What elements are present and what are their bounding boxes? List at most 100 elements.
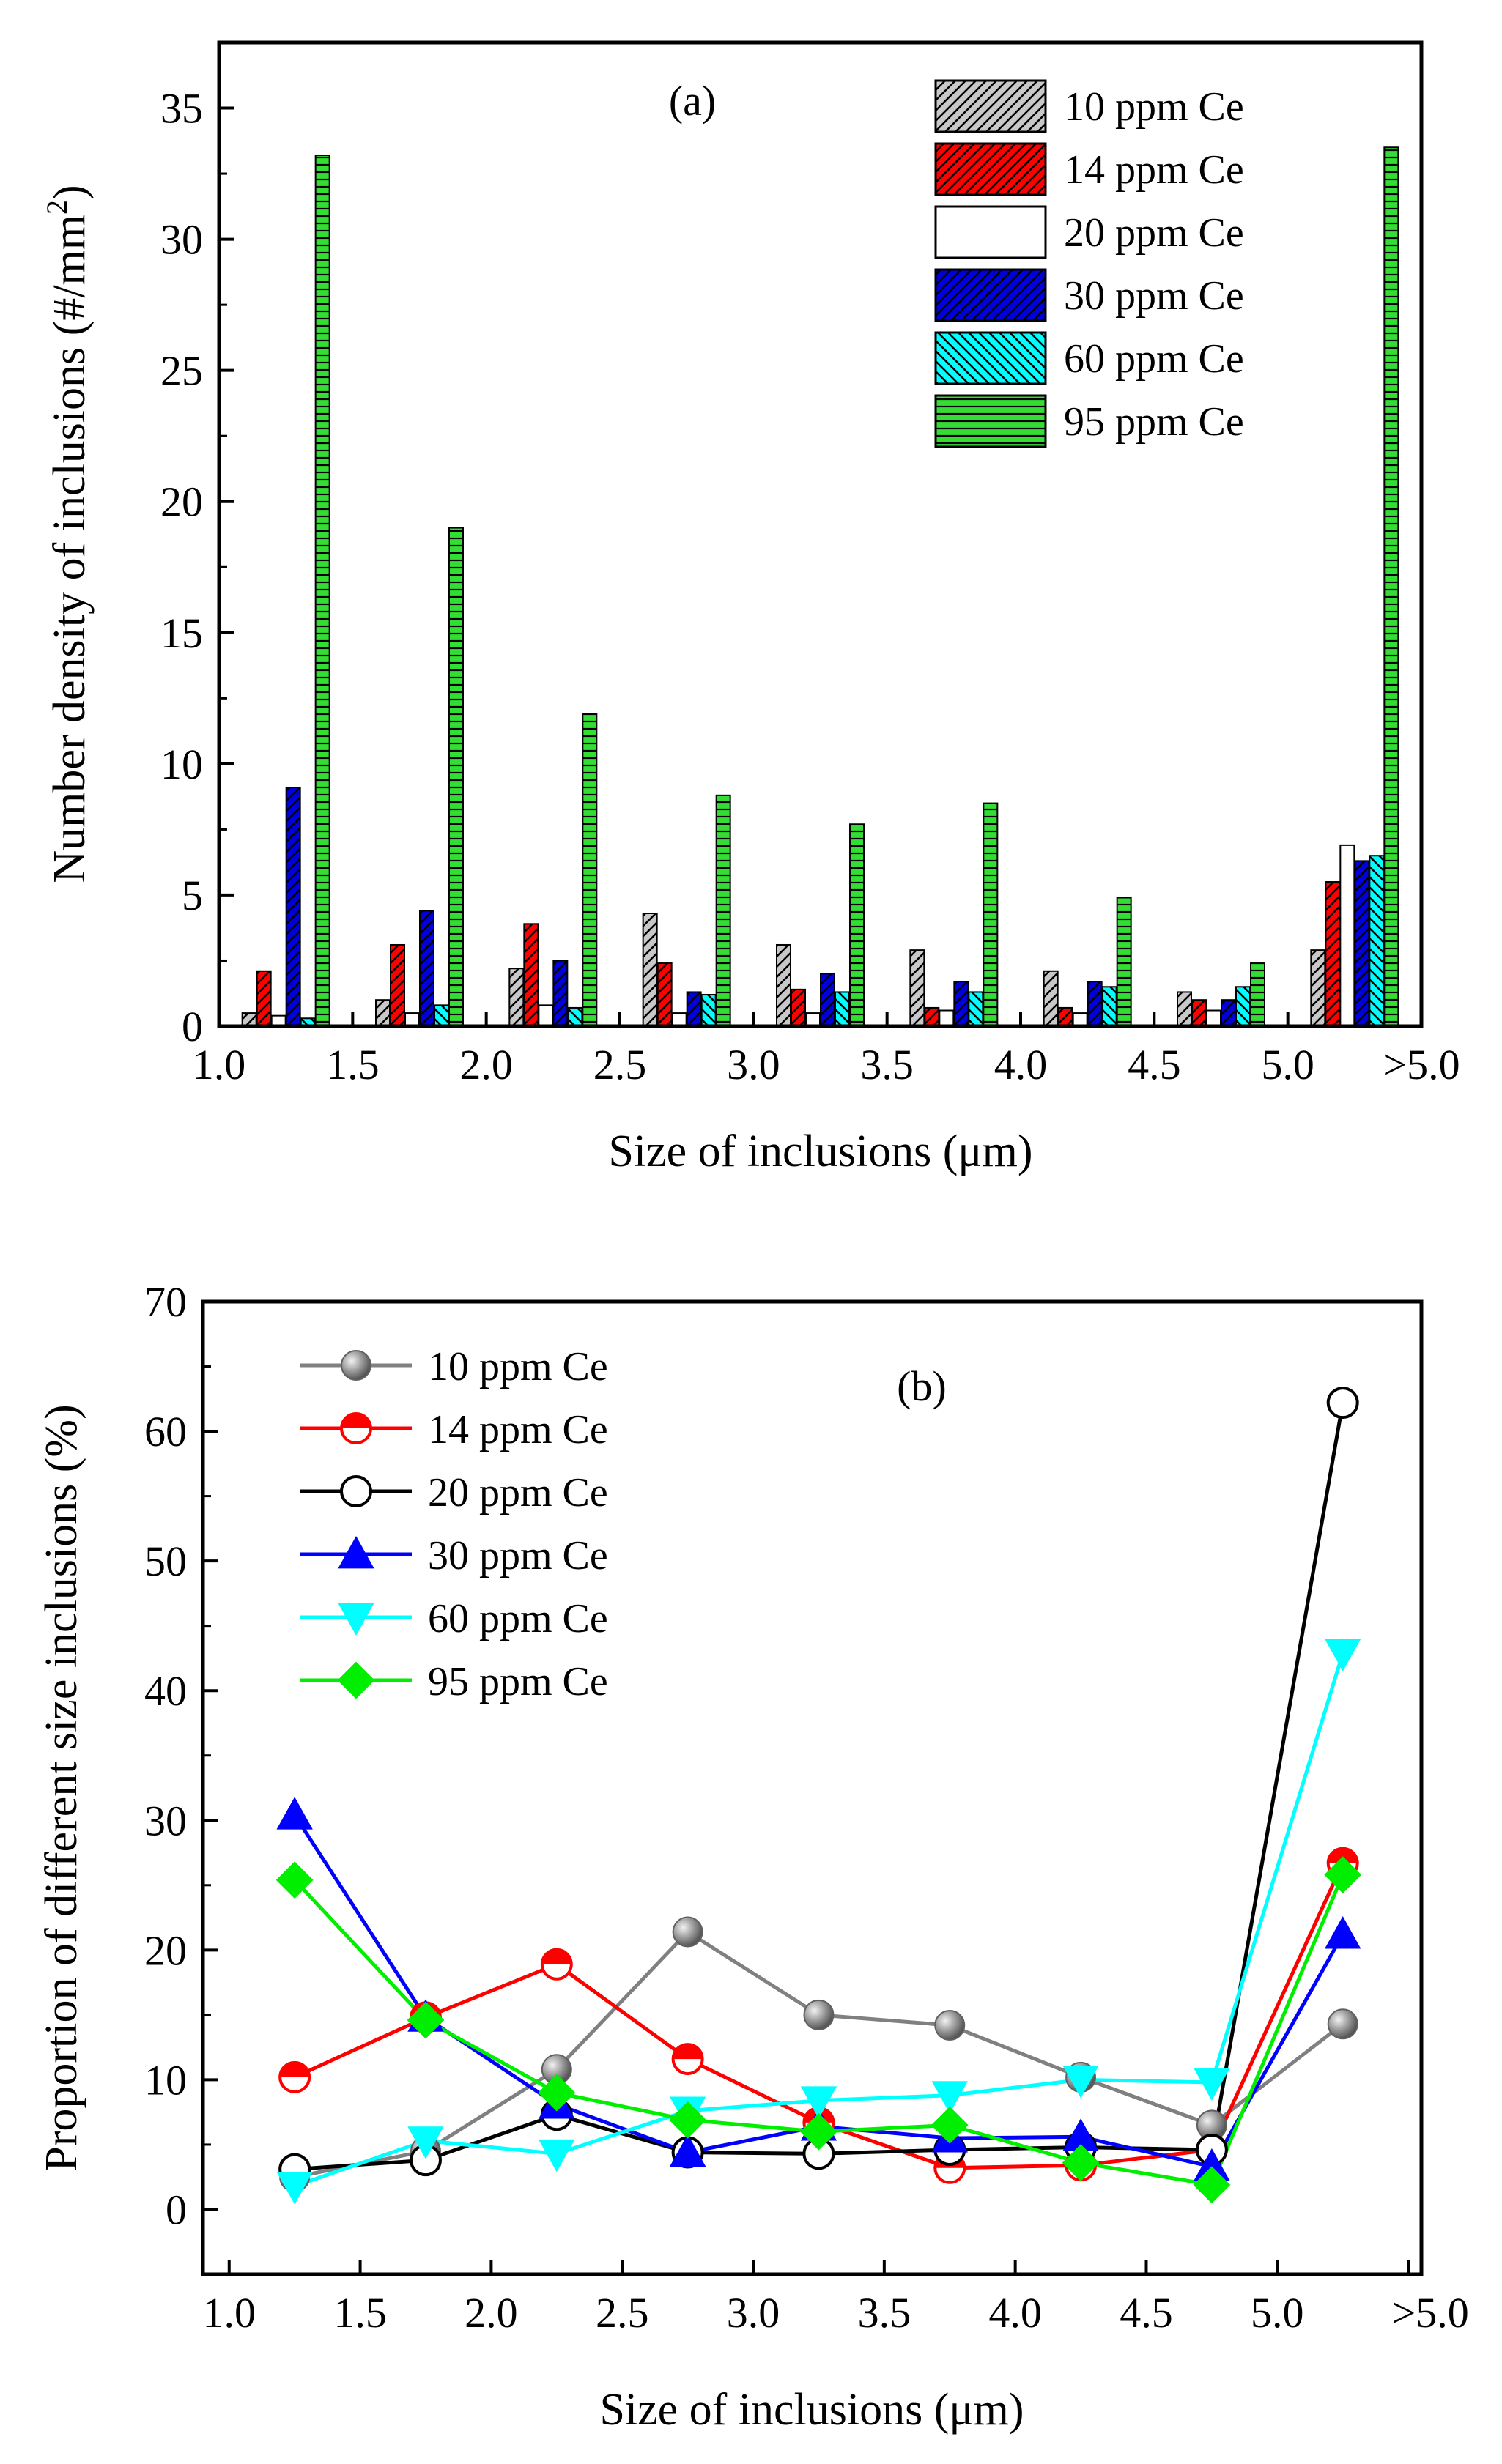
- x-tick-label-7: 4.5: [1128, 1041, 1181, 1088]
- legend-20-ppm-ce-label: 20 ppm Ce: [428, 1470, 608, 1515]
- 60-ppm-ce-point-5: [931, 2081, 968, 2114]
- y-tick-label-2: 10: [160, 741, 203, 788]
- 10-ppm-ce-bar-1-hatch: [376, 1000, 390, 1026]
- 95-ppm-ce-bar-6-hatch: [1117, 897, 1131, 1026]
- legend-95-ppm-ce-swatch-hatch: [936, 396, 1046, 447]
- legend-95-ppm-ce-label: 95 ppm Ce: [428, 1659, 608, 1704]
- y-tick-label-7: 70: [144, 1278, 187, 1326]
- legend-60-ppm-ce-label: 60 ppm Ce: [428, 1596, 608, 1641]
- y-tick-label-5: 25: [160, 347, 203, 395]
- 60-ppm-ce-bar-1-hatch: [434, 1005, 448, 1026]
- panel-a-bar-chart: 1.0 1.5 2.0 2.5 3.0 3.5 4.0 4.5 5.0 >5.0 05101520…: [40, 40, 1460, 1176]
- 30-ppm-ce-bar-8-hatch: [1355, 861, 1369, 1026]
- legend-14-ppm-ce-swatch-hatch: [936, 144, 1046, 195]
- 20-ppm-ce-bar-8: [1339, 844, 1355, 1027]
- 30-ppm-ce-bar-5-hatch: [954, 981, 969, 1026]
- x-tick-label-1: 1.5: [333, 2289, 387, 2337]
- 14-ppm-ce-point-8-fill-red: [1328, 1848, 1358, 1863]
- x-tick-label-4: 3.0: [727, 2289, 780, 2337]
- 30-ppm-ce-point-0: [276, 1797, 313, 1830]
- x-tick-label-2: 2.0: [459, 1041, 513, 1088]
- 60-ppm-ce-point-4: [800, 2086, 837, 2119]
- x-tick-label-8: 5.0: [1261, 1041, 1314, 1088]
- 60-ppm-ce-point-2: [539, 2139, 575, 2172]
- 95-ppm-ce-bar-0-hatch: [315, 155, 330, 1027]
- x-tick-label-6: 4.0: [988, 2289, 1042, 2337]
- panel-b-x-tick-labels: 1.0 1.5 2.0 2.5 3.0 3.5 4.0 4.5 5.0 >5.0: [203, 2289, 1469, 2337]
- 20-ppm-ce-point-8: [1326, 1387, 1359, 1420]
- 20-ppm-ce-bar-4: [805, 1012, 821, 1028]
- x-tick-label-4: 3.0: [727, 1041, 780, 1088]
- panel-a-label: (a): [669, 77, 716, 125]
- 14-ppm-ce-bar-1-hatch: [391, 944, 404, 1026]
- y-tick-label-3: 15: [160, 609, 203, 657]
- panel-a-y-axis-label-close: ): [45, 185, 95, 200]
- 30-ppm-ce-bar-0-hatch: [286, 787, 300, 1026]
- x-tick-label-9: >5.0: [1392, 2289, 1469, 2337]
- x-tick-label-1: 1.5: [326, 1041, 380, 1088]
- legend-60-ppm-ce-swatch-hatch: [936, 333, 1046, 384]
- panel-b-y-tick-labels: 0 10 20 30 40 50 60 70: [144, 1278, 187, 2233]
- 95-ppm-ce-bar-5-hatch: [983, 803, 998, 1026]
- legend-14-ppm-ce-label: 14 ppm Ce: [428, 1407, 608, 1452]
- 95-ppm-ce-point-7: [1193, 2166, 1231, 2204]
- 60-ppm-ce-bar-4-hatch: [835, 992, 849, 1026]
- 30-ppm-ce-bar-6-hatch: [1087, 981, 1102, 1026]
- legend-30-ppm-ce-marker: [338, 1535, 374, 1569]
- legend-14-ppm-ce-marker-outline: [340, 1412, 372, 1444]
- 14-ppm-ce-point-0-outline: [278, 2060, 311, 2093]
- panel-a-ticks: [218, 41, 1423, 1028]
- x-tick-label-5: 3.5: [860, 1041, 914, 1088]
- x-tick-label-9: >5.0: [1383, 1041, 1460, 1088]
- 95-ppm-ce-point-3: [669, 2101, 707, 2139]
- legend-20-ppm-ce-marker: [340, 1475, 372, 1507]
- y-tick-label-1: 10: [144, 2056, 187, 2104]
- 95-ppm-ce-point-5: [931, 2106, 969, 2144]
- 14-ppm-ce-bar-3-hatch: [657, 963, 672, 1026]
- legend-60-ppm-ce-label: 60 ppm Ce: [1064, 336, 1244, 382]
- 10-ppm-ce-point-8: [1327, 2008, 1358, 2040]
- x-tick-label-0: 1.0: [193, 1041, 246, 1088]
- 30-ppm-ce-bar-1-hatch: [420, 910, 434, 1026]
- 14-ppm-ce-point-3-fill-red: [673, 2044, 703, 2060]
- panel-b-y-axis-label: Proportion of different size inclusions …: [37, 1404, 86, 2171]
- 95-ppm-ce-point-1: [407, 2001, 445, 2039]
- 20-ppm-ce-bar-3: [671, 1012, 687, 1028]
- y-tick-label-6: 60: [144, 1408, 187, 1455]
- y-tick-label-6: 30: [160, 216, 203, 264]
- x-tick-label-7: 4.5: [1120, 2289, 1173, 2337]
- 14-ppm-ce-bar-7-hatch: [1192, 1000, 1206, 1026]
- y-tick-label-4: 20: [160, 478, 203, 526]
- 10-ppm-ce-bar-7-hatch: [1177, 992, 1191, 1026]
- panel-a-y-axis-label-main: Number density of inclusions (#/mm: [45, 215, 95, 883]
- legend-14-ppm-ce-label: 14 ppm Ce: [1064, 147, 1244, 193]
- 20-ppm-ce-bar-7: [1206, 1009, 1221, 1027]
- 60-ppm-ce-point-6: [1062, 2066, 1099, 2099]
- panel-a-plot-frame: [217, 40, 1424, 1028]
- 95-ppm-ce-bar-4-hatch: [850, 824, 864, 1026]
- legend-30-ppm-ce-swatch-hatch: [936, 270, 1046, 321]
- 30-ppm-ce-bar-2-hatch: [553, 960, 568, 1026]
- 95-ppm-ce-point-6: [1062, 2144, 1100, 2182]
- 95-ppm-ce-bar-2-hatch: [582, 713, 597, 1026]
- 95-ppm-ce-bar-8-hatch: [1384, 147, 1399, 1027]
- 95-ppm-ce-point-4: [800, 2112, 837, 2151]
- 60-ppm-ce-bar-7-hatch: [1236, 987, 1250, 1026]
- 95-ppm-ce-bar-1-hatch: [449, 527, 463, 1026]
- 30-ppm-ce-point-8: [1325, 1916, 1361, 1949]
- y-tick-label-4: 40: [144, 1667, 187, 1715]
- legend-30-ppm-ce-label: 30 ppm Ce: [428, 1533, 608, 1578]
- panel-b-series-lines: [293, 1402, 1345, 2188]
- legend-10-ppm-ce-label: 10 ppm Ce: [428, 1344, 608, 1389]
- 95-ppm-ce-bar-3-hatch: [716, 795, 730, 1026]
- 10-ppm-ce-bar-8-hatch: [1311, 950, 1325, 1026]
- 14-ppm-ce-bar-6-hatch: [1058, 1007, 1073, 1026]
- panel-b-legend: 10 ppm Ce 14 ppm Ce 20 ppm Ce 30 ppm Ce 60 p…: [300, 1344, 608, 1704]
- y-tick-label-2: 20: [144, 1926, 187, 1974]
- 30-ppm-ce-bar-7-hatch: [1221, 1000, 1235, 1026]
- panel-b-plot-frame: [201, 1299, 1424, 2276]
- 60-ppm-ce-bar-3-hatch: [701, 995, 716, 1026]
- 60-ppm-ce-bar-0-hatch: [300, 1018, 315, 1026]
- 14-ppm-ce-bar-0-hatch: [256, 971, 271, 1026]
